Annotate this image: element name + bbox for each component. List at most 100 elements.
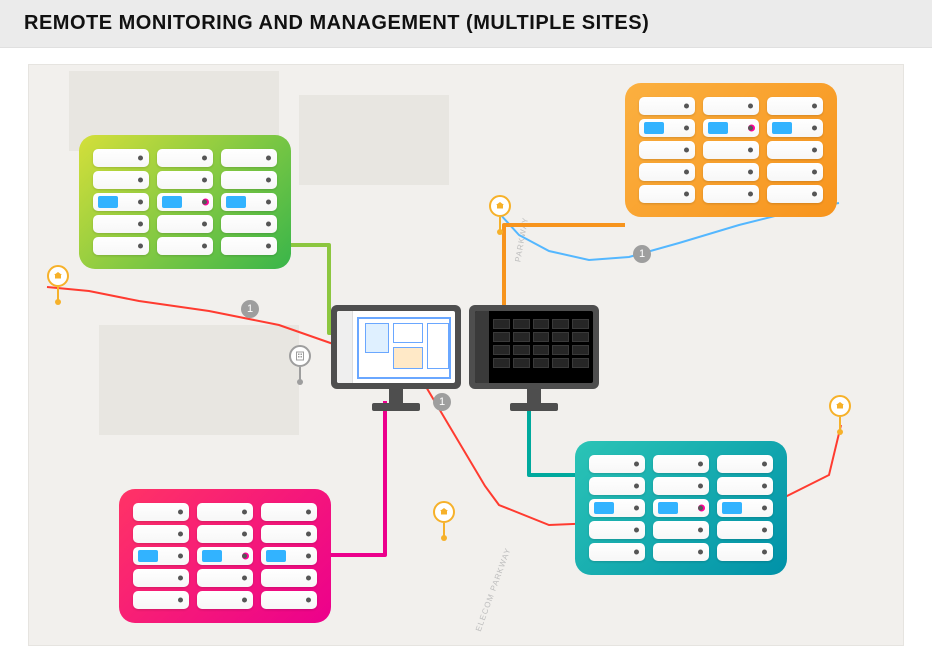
server-unit xyxy=(157,193,213,211)
server-screen-icon xyxy=(202,550,222,562)
diagram-canvas: ELECOM PARKWAY PARKWAY 1 1 1 xyxy=(28,64,904,646)
server-unit xyxy=(589,499,645,517)
server-unit xyxy=(589,543,645,561)
server-unit xyxy=(93,149,149,167)
site-teal xyxy=(575,441,787,575)
server-unit xyxy=(717,521,773,539)
server-unit xyxy=(589,477,645,495)
server-screen-icon xyxy=(266,550,286,562)
server-screen-icon xyxy=(722,502,742,514)
server-unit xyxy=(639,163,695,181)
monitor-floorplan xyxy=(331,305,461,411)
page-title: REMOTE MONITORING AND MANAGEMENT (MULTIP… xyxy=(24,12,649,35)
map-marker xyxy=(489,195,511,235)
map-marker xyxy=(289,345,311,385)
server-rack-column xyxy=(93,149,149,255)
server-rack-column xyxy=(157,149,213,255)
server-screen-icon xyxy=(98,196,118,208)
server-rack-column xyxy=(589,455,645,561)
server-unit xyxy=(717,455,773,473)
server-rack-column xyxy=(639,97,695,203)
server-unit xyxy=(653,543,709,561)
server-unit xyxy=(133,547,189,565)
map-tile xyxy=(299,95,449,185)
server-alert-icon xyxy=(202,199,209,206)
server-unit xyxy=(767,141,823,159)
server-unit xyxy=(157,215,213,233)
header-bar: REMOTE MONITORING AND MANAGEMENT (MULTIP… xyxy=(0,0,932,48)
route-number-badge: 1 xyxy=(633,245,651,263)
server-unit xyxy=(767,119,823,137)
server-alert-icon xyxy=(242,553,249,560)
map-marker xyxy=(47,265,69,305)
server-unit xyxy=(703,185,759,203)
server-unit xyxy=(261,569,317,587)
server-unit xyxy=(197,503,253,521)
server-unit xyxy=(221,215,277,233)
server-unit xyxy=(221,149,277,167)
server-screen-icon xyxy=(658,502,678,514)
server-unit xyxy=(93,193,149,211)
site-orange xyxy=(625,83,837,217)
server-unit xyxy=(767,185,823,203)
server-unit xyxy=(157,171,213,189)
server-alert-icon xyxy=(748,125,755,132)
server-unit xyxy=(261,525,317,543)
server-alert-icon xyxy=(698,505,705,512)
server-unit xyxy=(653,521,709,539)
server-rack-column xyxy=(197,503,253,609)
server-rack-column xyxy=(717,455,773,561)
server-unit xyxy=(261,591,317,609)
server-unit xyxy=(133,569,189,587)
server-unit xyxy=(717,499,773,517)
monitor-screen-light xyxy=(337,311,455,383)
server-unit xyxy=(653,455,709,473)
server-unit xyxy=(589,455,645,473)
map-marker xyxy=(829,395,851,435)
server-rack-column xyxy=(261,503,317,609)
server-unit xyxy=(767,163,823,181)
server-unit xyxy=(93,237,149,255)
server-unit xyxy=(133,591,189,609)
server-unit xyxy=(197,525,253,543)
map-marker xyxy=(433,501,455,541)
server-unit xyxy=(639,97,695,115)
server-rack-column xyxy=(767,97,823,203)
server-unit xyxy=(639,185,695,203)
server-screen-icon xyxy=(708,122,728,134)
server-unit xyxy=(197,569,253,587)
road-label: ELECOM PARKWAY xyxy=(474,546,513,632)
server-unit xyxy=(717,477,773,495)
connector-teal xyxy=(529,401,575,475)
server-unit xyxy=(261,547,317,565)
server-unit xyxy=(157,237,213,255)
server-unit xyxy=(93,215,149,233)
server-screen-icon xyxy=(162,196,182,208)
server-unit xyxy=(717,543,773,561)
road-label: PARKWAY xyxy=(513,216,530,262)
server-screen-icon xyxy=(226,196,246,208)
server-unit xyxy=(703,119,759,137)
server-unit xyxy=(133,525,189,543)
route-number-badge: 1 xyxy=(241,300,259,318)
server-rack-column xyxy=(653,455,709,561)
map-tile xyxy=(99,325,299,435)
server-unit xyxy=(197,547,253,565)
server-unit xyxy=(639,141,695,159)
server-unit xyxy=(93,171,149,189)
server-unit xyxy=(133,503,189,521)
server-rack-column xyxy=(703,97,759,203)
server-unit xyxy=(589,521,645,539)
server-unit xyxy=(703,141,759,159)
server-unit xyxy=(767,97,823,115)
server-unit xyxy=(221,193,277,211)
server-unit xyxy=(197,591,253,609)
connector-pink xyxy=(329,401,385,555)
server-rack-column xyxy=(221,149,277,255)
server-unit xyxy=(703,97,759,115)
server-unit xyxy=(261,503,317,521)
monitor-screen-dark xyxy=(475,311,593,383)
server-screen-icon xyxy=(594,502,614,514)
server-unit xyxy=(639,119,695,137)
site-green xyxy=(79,135,291,269)
